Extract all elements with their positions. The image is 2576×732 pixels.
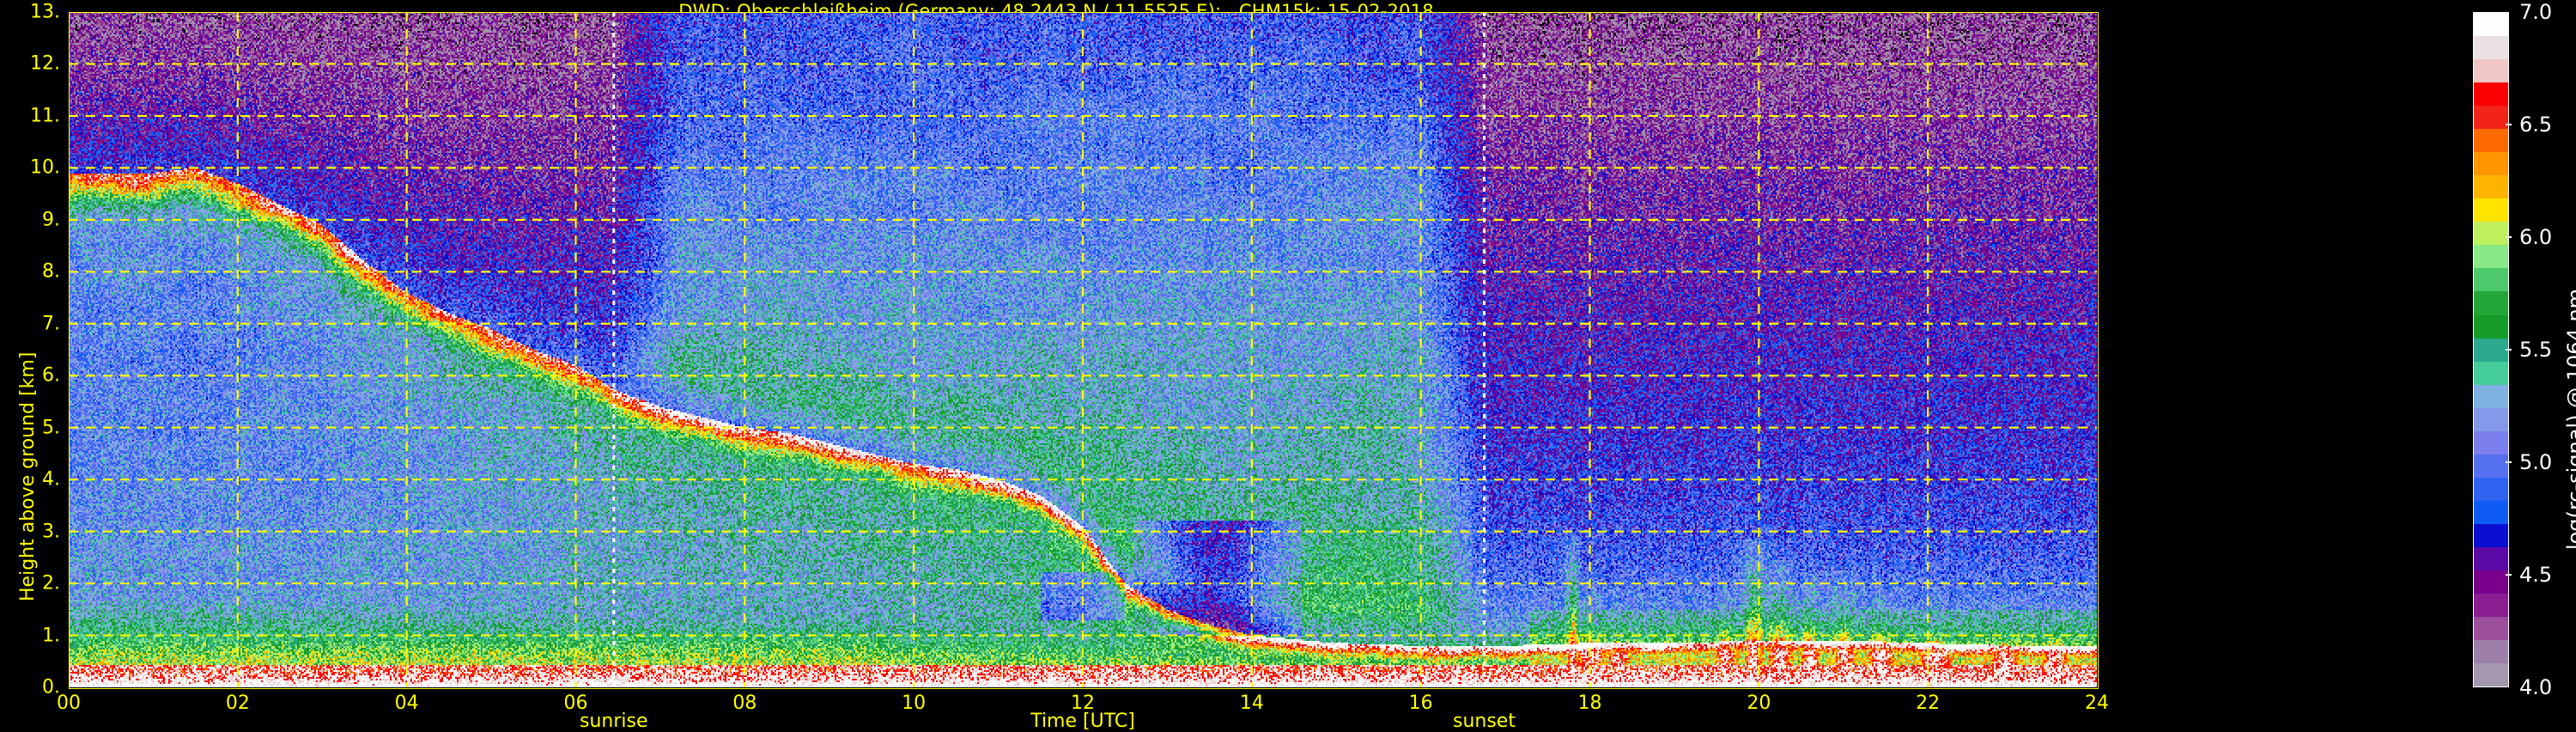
colorbar-swatch-26: [2474, 59, 2508, 83]
colorbar-tick-7.0: 7.0: [2519, 0, 2553, 24]
colorbar-swatch-3: [2474, 593, 2508, 617]
colorbar-swatch-25: [2474, 82, 2508, 107]
colorbar-tick-4.0: 4.0: [2519, 675, 2553, 699]
colorbar-swatch-17: [2474, 268, 2508, 292]
colorbar-swatch-7: [2474, 500, 2508, 524]
x-axis-title: Time [UTC]: [1030, 711, 1135, 732]
colorbar-swatch-27: [2474, 36, 2508, 60]
colorbar-tickmark-4.5: [2506, 574, 2512, 576]
y-tick-2: 2.: [42, 572, 60, 595]
colorbar-tick-5.0: 5.0: [2519, 450, 2553, 474]
colorbar-swatch-23: [2474, 129, 2508, 153]
y-tick-7: 7.: [42, 313, 60, 335]
colorbar-swatch-1: [2474, 639, 2508, 663]
x-tick-22: 22: [1916, 692, 1941, 714]
colorbar-swatch-13: [2474, 361, 2508, 385]
colorbar-swatch-24: [2474, 106, 2508, 130]
colorbar-tickmark-6.5: [2506, 124, 2512, 125]
colorbar-tickmark-6.0: [2506, 236, 2512, 238]
x-tick-04: 04: [394, 692, 419, 714]
sunrise-label: sunrise: [580, 711, 648, 732]
x-tick-24: 24: [2085, 692, 2109, 714]
y-tick-10: 10.: [30, 156, 60, 179]
grid-overlay: [69, 12, 2097, 687]
x-tick-18: 18: [1577, 692, 1602, 714]
colorbar-swatch-4: [2474, 570, 2508, 594]
x-tick-16: 16: [1408, 692, 1433, 714]
colorbar-swatch-18: [2474, 245, 2508, 269]
colorbar-swatch-5: [2474, 546, 2508, 570]
colorbar-swatch-11: [2474, 407, 2508, 431]
colorbar-swatch-16: [2474, 291, 2508, 315]
y-tick-3: 3.: [42, 521, 60, 543]
y-tick-8: 8.: [42, 260, 60, 283]
colorbar-swatch-22: [2474, 152, 2508, 176]
colorbar-swatch-6: [2474, 523, 2508, 547]
y-tick-13: 13.: [30, 1, 60, 23]
colorbar-swatch-14: [2474, 338, 2508, 362]
heatmap-plot-area[interactable]: [69, 12, 2097, 687]
colorbar-swatch-15: [2474, 314, 2508, 339]
colorbar-swatch-28: [2474, 13, 2508, 37]
sunset-label: sunset: [1452, 711, 1516, 732]
colorbar-swatch-8: [2474, 477, 2508, 501]
x-tick-00: 00: [57, 692, 81, 714]
colorbar-swatch-12: [2474, 384, 2508, 408]
y-tick-5: 5.: [42, 417, 60, 439]
colorbar-tick-6.5: 6.5: [2519, 113, 2553, 137]
colorbar-swatch-9: [2474, 454, 2508, 478]
colorbar-title: log(rc-signal) @ 1064 nm: [2563, 288, 2576, 550]
y-tick-9: 9.: [42, 209, 60, 231]
y-tick-6: 6.: [42, 364, 60, 387]
colorbar-swatch-21: [2474, 175, 2508, 199]
x-tick-14: 14: [1239, 692, 1264, 714]
colorbar-tick-5.5: 5.5: [2519, 338, 2553, 362]
y-tick-12: 12.: [30, 52, 60, 75]
y-axis-title: Height above ground [km]: [17, 351, 39, 601]
colorbar-swatch-19: [2474, 222, 2508, 246]
x-tick-20: 20: [1747, 692, 1771, 714]
colorbar-tickmark-5.0: [2506, 461, 2512, 463]
x-tick-06: 06: [563, 692, 588, 714]
colorbar-tick-4.5: 4.5: [2519, 563, 2553, 587]
y-tick-4: 4.: [42, 468, 60, 491]
x-tick-02: 02: [225, 692, 250, 714]
x-tick-12: 12: [1071, 692, 1095, 714]
colorbar-swatch-20: [2474, 198, 2508, 223]
colorbar-swatch-10: [2474, 430, 2508, 454]
y-tick-1: 1.: [42, 625, 60, 647]
colorbar-gradient: [2473, 12, 2509, 687]
y-tick-11: 11.: [30, 105, 60, 127]
colorbar-tickmark-5.5: [2506, 349, 2512, 351]
colorbar-swatch-2: [2474, 616, 2508, 640]
colorbar-tick-6.0: 6.0: [2519, 225, 2553, 249]
x-tick-10: 10: [902, 692, 927, 714]
colorbar: [2473, 12, 2509, 687]
colorbar-swatch-0: [2474, 662, 2508, 686]
x-tick-08: 08: [732, 692, 757, 714]
y-tick-0: 0.: [42, 676, 60, 698]
